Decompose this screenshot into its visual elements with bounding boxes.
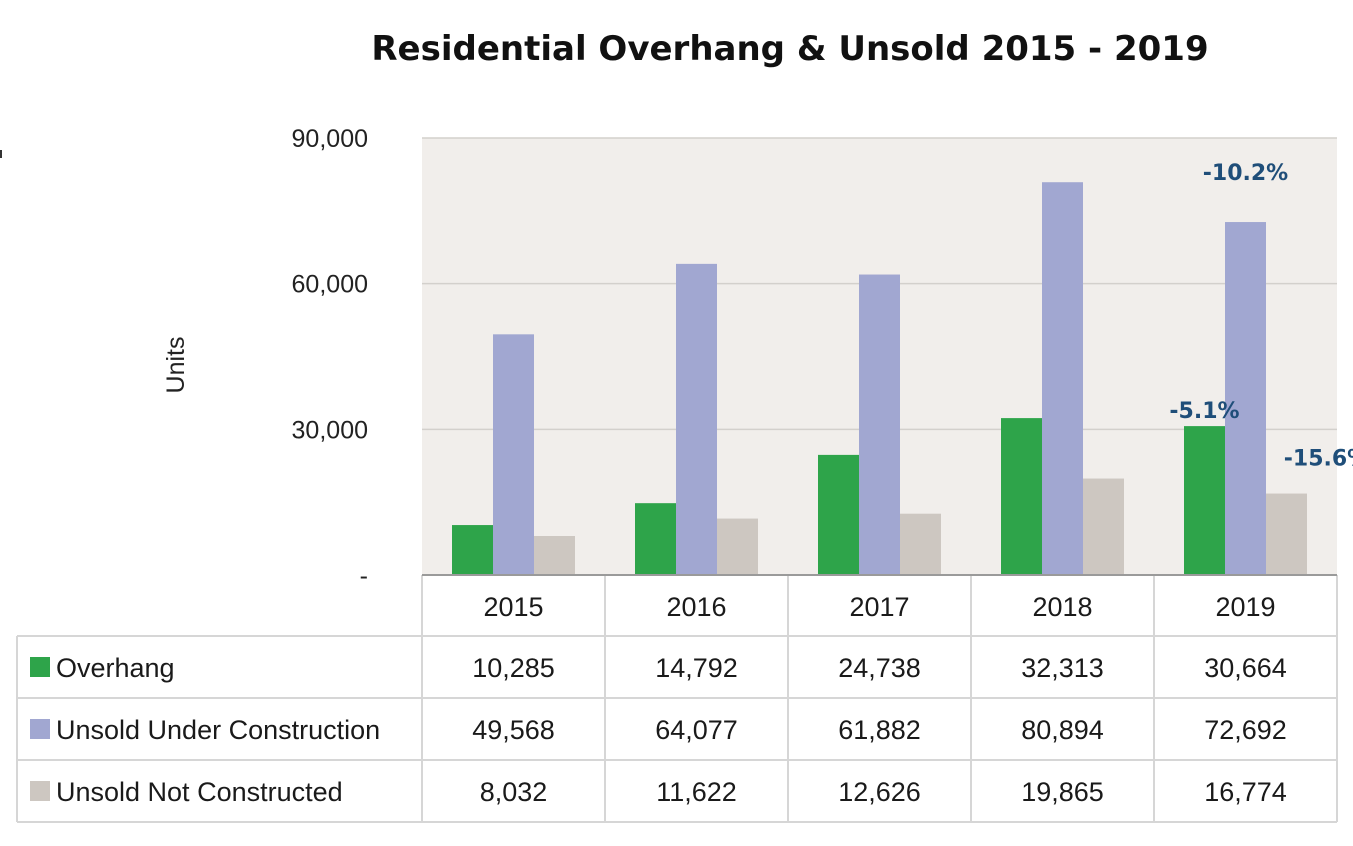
data-table: 2015 2016 2017 2018 2019 Overhang 10,285 14,792…: [16, 574, 1338, 823]
table-cell-value: 24,738: [838, 653, 921, 683]
legend-swatch: [30, 781, 50, 801]
table-cell-value: 12,626: [838, 777, 921, 807]
y-tick-label: 90,000: [292, 125, 368, 153]
bar-overhang: [818, 454, 859, 575]
edge-mark: [0, 150, 2, 158]
annotation-label: -5.1%: [1169, 399, 1239, 424]
table-cell-value: 80,894: [1021, 715, 1104, 745]
y-tick-label: 60,000: [292, 271, 368, 299]
table-cell-value: 32,313: [1021, 653, 1104, 683]
bar-unsold-not-constructed: [1083, 478, 1124, 575]
annotations: -5.1% -10.2% -15.6%: [1169, 161, 1353, 472]
bar-unsold-under-construction: [859, 274, 900, 575]
plot-area: - 30,000 60,000 90,000: [292, 125, 1337, 590]
legend-swatch: [30, 719, 50, 739]
bar-unsold-not-constructed: [717, 518, 758, 575]
bar-overhang: [452, 525, 493, 575]
bar-unsold-under-construction: [1225, 222, 1266, 575]
bars: [452, 182, 1307, 575]
annotation-label: -10.2%: [1203, 161, 1288, 186]
x-category-label: 2015: [483, 592, 543, 622]
table-cell-value: 49,568: [472, 715, 555, 745]
table-cell-value: 16,774: [1204, 777, 1287, 807]
bar-unsold-not-constructed: [1266, 493, 1307, 575]
table-cell-value: 11,622: [656, 777, 737, 807]
bar-unsold-not-constructed: [534, 536, 575, 575]
y-axis-label: Units: [162, 337, 190, 394]
bar-unsold-under-construction: [493, 334, 534, 575]
bar-overhang: [1184, 426, 1225, 575]
y-tick-label: 30,000: [292, 416, 368, 444]
legend-label: Unsold Under Construction: [56, 715, 380, 745]
bar-overhang: [1001, 418, 1042, 575]
legend-label: Overhang: [56, 653, 175, 683]
annotation-label: -15.6%: [1284, 447, 1353, 472]
bar-unsold-under-construction: [676, 263, 717, 575]
x-category-label: 2017: [849, 592, 909, 622]
chart-title: Residential Overhang & Unsold 2015 - 201…: [371, 29, 1208, 69]
table-cell-value: 19,865: [1021, 777, 1104, 807]
table-cell-value: 10,285: [472, 653, 555, 683]
table-cell-value: 61,882: [838, 715, 921, 745]
y-tick-label: -: [360, 562, 368, 590]
x-category-label: 2019: [1215, 592, 1275, 622]
table-cell-value: 14,792: [655, 653, 738, 683]
bar-overhang: [635, 503, 676, 575]
bar-unsold-not-constructed: [900, 513, 941, 575]
x-category-label: 2018: [1032, 592, 1092, 622]
table-cell-value: 72,692: [1204, 715, 1287, 745]
x-category-label: 2016: [666, 592, 726, 622]
legend-swatch: [30, 657, 50, 677]
legend-label: Unsold Not Constructed: [56, 777, 343, 807]
table-cell-value: 30,664: [1204, 653, 1287, 683]
table-cell-value: 8,032: [480, 777, 548, 807]
bar-unsold-under-construction: [1042, 182, 1083, 575]
table-cell-value: 64,077: [655, 715, 738, 745]
